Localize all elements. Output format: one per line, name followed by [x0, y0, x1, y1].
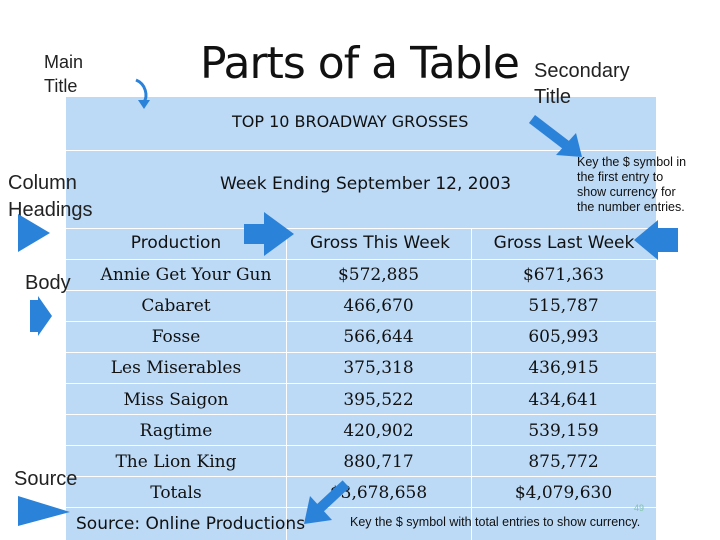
- grid-line: [66, 259, 656, 260]
- table-cell-production: Miss Saigon: [123, 390, 229, 410]
- table-main-title: TOP 10 BROADWAY GROSSES: [232, 112, 469, 131]
- grid-line: [66, 321, 656, 322]
- main-title-label-line: Main: [44, 52, 84, 72]
- note-line: Key the $ symbol in: [577, 155, 687, 169]
- table-cell-gross-last-week: 515,787: [528, 296, 599, 316]
- slide-title: Parts of a Table: [200, 38, 520, 89]
- grid-line: [471, 228, 472, 540]
- table-cell-gross-last-week: 875,772: [528, 452, 599, 472]
- table-cell-production: Fosse: [151, 327, 201, 347]
- grid-line: [66, 150, 656, 151]
- table-cell-gross-this-week: 566,644: [343, 327, 414, 347]
- column-heading-production: Production: [130, 233, 222, 253]
- secondary-title-label-line: Secondary: [534, 60, 630, 82]
- column-heading-gross-last-week: Gross Last Week: [493, 233, 635, 253]
- table-cell-gross-this-week: $572,885: [337, 265, 420, 285]
- note-line: the first entry to: [577, 170, 664, 184]
- table-cell-gross-last-week: 436,915: [528, 358, 599, 378]
- column-headings-label-line: Column: [8, 172, 77, 194]
- grid-line: [66, 352, 656, 353]
- table-cell-production: Annie Get Your Gun: [100, 265, 272, 285]
- table-cell-gross-this-week: 880,717: [343, 452, 414, 472]
- table-source: Source: Online Productions: [76, 514, 306, 534]
- table-cell-production: Cabaret: [141, 296, 211, 316]
- grid-line: [66, 290, 656, 291]
- table-cell-totals-label: Totals: [150, 483, 202, 503]
- currency-total-note: Key the $ symbol with total entries to s…: [350, 515, 641, 529]
- grid-line: [286, 228, 287, 540]
- note-line: show currency for: [577, 185, 676, 199]
- table-cell-gross-last-week: 605,993: [528, 327, 599, 347]
- body-label: Body: [25, 272, 71, 294]
- grid-line: [66, 228, 656, 229]
- grid-line: [66, 507, 656, 508]
- table-cell-gross-last-week: 539,159: [528, 421, 599, 441]
- arrow-right-icon: [30, 296, 52, 336]
- main-title-label-line: Title: [44, 76, 78, 96]
- grid-line: [66, 445, 656, 446]
- arrow-down-right-icon: [528, 115, 582, 157]
- source-label: Source: [14, 468, 78, 490]
- arrow-left-icon: [634, 220, 678, 260]
- column-headings-label: Column Headings: [8, 170, 93, 224]
- grid-line: [66, 414, 656, 415]
- table-cell-gross-this-week: 375,318: [343, 358, 414, 378]
- grid-line: [66, 476, 656, 477]
- curved-arrow-icon: [135, 78, 150, 109]
- grid-line: [66, 383, 656, 384]
- table-cell-total-last-week: $4,079,630: [514, 483, 613, 503]
- main-title-label: Main Title: [44, 50, 83, 98]
- table-cell-gross-last-week: $671,363: [522, 265, 605, 285]
- secondary-title-label-line: Title: [534, 86, 572, 108]
- table-cell-gross-last-week: 434,641: [528, 390, 599, 410]
- table-cell-gross-this-week: 466,670: [343, 296, 414, 316]
- arrow-right-icon: [18, 496, 70, 526]
- secondary-title-label: Secondary Title: [534, 58, 630, 110]
- table-cell-gross-this-week: 420,902: [343, 421, 414, 441]
- arrow-right-icon: [18, 214, 50, 252]
- column-heading-gross-this-week: Gross This Week: [309, 233, 451, 253]
- arrow-right-icon: [244, 212, 294, 256]
- page-number: 49: [634, 503, 645, 513]
- table-cell-total-this-week: $3,678,658: [329, 483, 428, 503]
- arrow-down-left-icon: [304, 480, 350, 524]
- note-line: the number entries.: [577, 200, 685, 214]
- currency-first-note: Key the $ symbol in the first entry to s…: [577, 155, 717, 215]
- table-cell-production: The Lion King: [115, 452, 237, 472]
- column-headings-label-line: Headings: [8, 199, 93, 221]
- table-cell-production: Ragtime: [139, 421, 213, 441]
- table-cell-gross-this-week: 395,522: [343, 390, 414, 410]
- table-secondary-title: Week Ending September 12, 2003: [220, 174, 512, 194]
- table-background: [66, 97, 656, 540]
- table-cell-production: Les Miserables: [110, 358, 242, 378]
